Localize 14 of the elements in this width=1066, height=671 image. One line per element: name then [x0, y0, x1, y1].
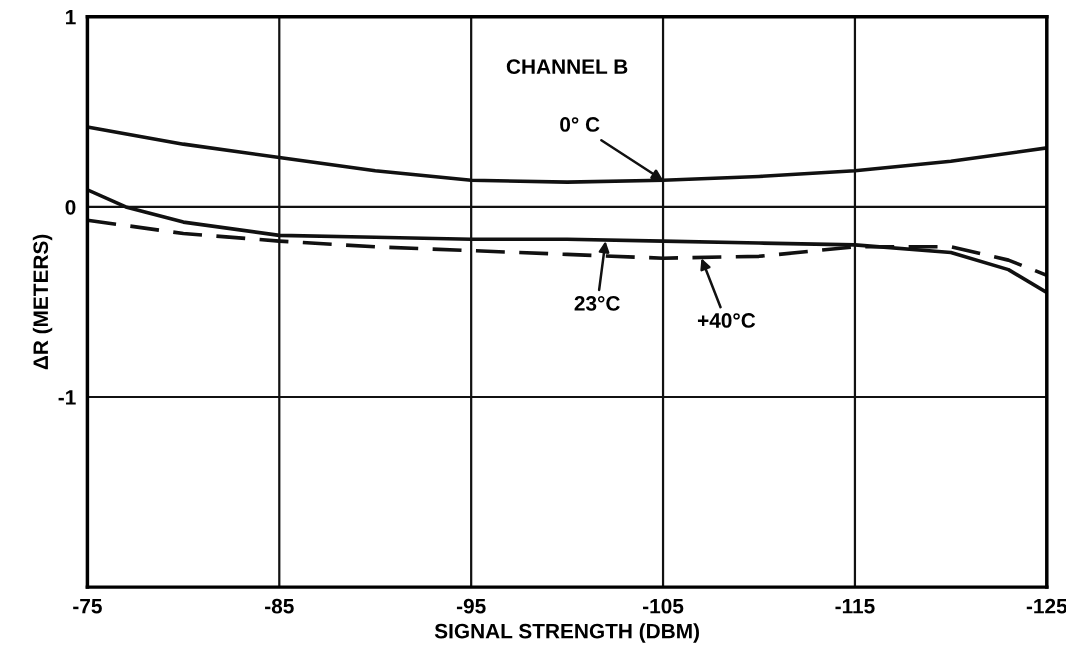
- x-tick-label: -85: [265, 598, 294, 614]
- annotation: 0° C: [560, 117, 600, 132]
- y-tick-label: 1: [66, 9, 76, 25]
- y-axis-title: ΔR (METERS): [32, 234, 53, 370]
- y-tick-label: -1: [58, 390, 76, 405]
- x-tick-label: -75: [73, 599, 102, 614]
- y-tick-label: 0: [65, 199, 76, 215]
- x-tick-label: -95: [456, 598, 486, 614]
- annotation: 23°C: [574, 296, 620, 311]
- annotation: CHANNEL B: [506, 59, 628, 75]
- x-tick-label: -115: [835, 599, 875, 614]
- x-axis-title: SIGNAL STRENGTH (DBM): [434, 623, 699, 643]
- annotation: +40°C: [697, 313, 756, 328]
- x-tick-label: -105: [643, 598, 684, 614]
